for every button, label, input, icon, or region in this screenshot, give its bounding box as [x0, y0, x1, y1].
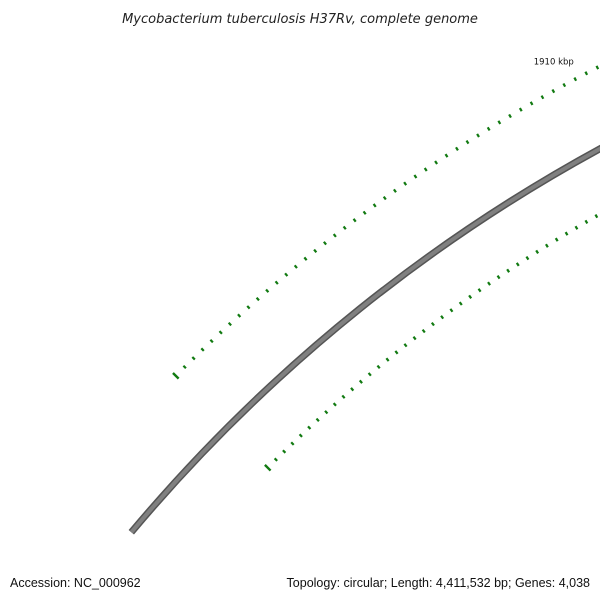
- outer-tick-ring-tick: [323, 241, 327, 246]
- outer-tick-ring-tick: [313, 248, 318, 254]
- outer-tick-ring-tick: [540, 95, 545, 100]
- outer-tick-ring-tick: [497, 120, 502, 125]
- outer-tick-ring-tick: [476, 133, 480, 138]
- inner-tick-ring-tick: [350, 387, 355, 392]
- inner-tick-ring-tick: [515, 262, 520, 267]
- outer-tick-ring-tick: [372, 203, 377, 208]
- inner-tick-ring-tick: [376, 364, 381, 370]
- outer-tick-ring-tick: [465, 140, 470, 145]
- outer-tick-ring-tick: [486, 126, 491, 131]
- outer-tick-ring-tick: [573, 77, 578, 82]
- inner-tick-ring-tick: [385, 357, 390, 362]
- inner-tick-ring-tick: [545, 243, 549, 248]
- outer-tick-ring-tick: [413, 174, 418, 179]
- inner-tick-ring-tick: [282, 449, 287, 454]
- kbp-label: 1910 kbp: [534, 58, 574, 68]
- outer-tick-ring-tick: [237, 313, 242, 318]
- outer-tick-ring-tick: [434, 160, 439, 165]
- outer-tick-ring-tick: [182, 364, 187, 370]
- outer-tick-ring-tick: [551, 88, 556, 94]
- inner-tick-ring-tick: [358, 379, 363, 384]
- inner-tick-ring-tick: [449, 308, 454, 313]
- inner-tick-ring-tick: [554, 237, 559, 242]
- inner-tick-ring-tick: [594, 213, 599, 219]
- inner-tick-ring-tick: [412, 336, 417, 341]
- outer-tick-ring-tick: [191, 356, 196, 361]
- inner-tick-ring-tick: [394, 350, 399, 355]
- outer-tick-ring-tick: [562, 82, 567, 88]
- outer-tick-ring-tick: [584, 71, 589, 76]
- genome-backbone: [129, 146, 600, 534]
- inner-tick-ring-tick: [430, 321, 435, 327]
- outer-tick-ring-tick: [293, 264, 298, 269]
- outer-tick-ring-tick: [255, 296, 260, 302]
- inner-tick-ring-tick: [574, 225, 579, 230]
- inner-tick-ring-tick: [307, 425, 312, 430]
- outer-tick-ring-tick: [352, 218, 357, 223]
- inner-tick-ring-tick: [324, 410, 329, 415]
- outer-tick-ring-tick: [529, 101, 534, 106]
- outer-tick-ring-tick: [342, 225, 347, 230]
- inner-tick-ring-tick: [525, 255, 530, 261]
- outer-tick-ring-tick: [172, 372, 180, 380]
- inner-tick-ring-tick: [564, 231, 569, 236]
- inner-tick-ring-tick: [506, 268, 511, 273]
- outer-tick-ring-tick: [200, 347, 205, 352]
- inner-tick-ring-tick: [440, 315, 445, 320]
- inner-tick-ring-tick: [290, 441, 295, 446]
- outer-tick-ring-tick: [265, 288, 270, 293]
- inner-tick-ring-tick: [315, 417, 320, 422]
- outer-tick-ring-tick: [227, 321, 232, 327]
- inner-tick-ring-tick: [332, 402, 337, 407]
- outer-tick-ring-tick: [382, 195, 387, 201]
- inner-tick-ring-tick: [584, 219, 589, 224]
- outer-tick-ring-tick: [403, 181, 408, 186]
- inner-tick-ring-tick: [477, 288, 482, 293]
- inner-tick-ring-tick: [273, 457, 278, 462]
- inner-tick-ring-tick: [458, 301, 463, 306]
- accession-text: Accession: NC_000962: [10, 576, 141, 590]
- outer-tick-ring-tick: [455, 146, 459, 151]
- outer-tick-ring-tick: [332, 233, 337, 238]
- inner-tick-ring-tick: [496, 275, 501, 280]
- outer-tick-ring-tick: [284, 272, 289, 277]
- inner-tick-ring-tick: [421, 328, 426, 334]
- inner-tick-ring-tick: [468, 294, 473, 299]
- inner-tick-ring-tick: [367, 372, 372, 377]
- outer-tick-ring-tick: [303, 256, 308, 261]
- outer-tick-ring-tick: [392, 188, 397, 193]
- outer-tick-ring-tick: [595, 65, 600, 70]
- inner-tick-ring-tick: [298, 433, 303, 438]
- inner-tick-ring-tick: [535, 249, 540, 254]
- map-title: Mycobacterium tuberculosis H37Rv, comple…: [122, 12, 478, 27]
- outer-tick-ring-tick: [362, 210, 367, 215]
- inner-tick-ring-tick: [264, 464, 272, 472]
- inner-tick-ring-tick: [487, 281, 491, 286]
- outer-tick-ring-tick: [508, 113, 512, 119]
- outer-tick-ring-tick: [246, 305, 251, 310]
- outer-tick-ring-tick: [518, 107, 523, 112]
- outer-tick-ring-tick: [274, 280, 279, 285]
- inner-tick-ring-tick: [403, 343, 408, 348]
- genome-summary-text: Topology: circular; Length: 4,411,532 bp…: [286, 576, 590, 590]
- outer-tick-ring-tick: [423, 167, 428, 172]
- inner-tick-ring-tick: [341, 394, 346, 399]
- outer-tick-ring-tick: [218, 330, 223, 335]
- outer-tick-ring-tick: [209, 338, 214, 344]
- outer-tick-ring-tick: [444, 153, 449, 158]
